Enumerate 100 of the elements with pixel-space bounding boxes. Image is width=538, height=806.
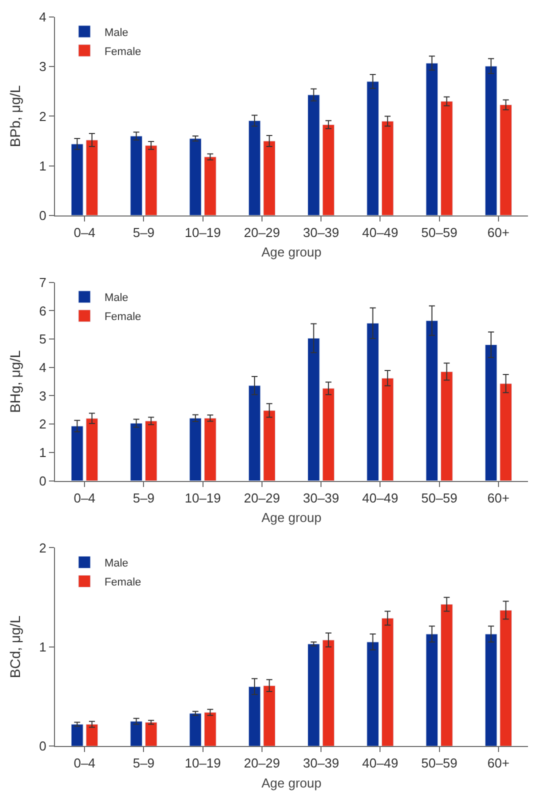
bar: [189, 713, 202, 746]
bar: [86, 140, 98, 216]
bar: [322, 124, 335, 216]
bar: [130, 422, 142, 481]
x-tick-label: 30–39: [302, 490, 340, 506]
x-tick-label: 0–4: [74, 225, 96, 240]
bar: [86, 724, 98, 746]
legend-label: Male: [104, 26, 128, 39]
y-tick-label: 0: [39, 738, 46, 754]
bar: [248, 120, 261, 216]
bar: [381, 378, 394, 481]
x-tick-label: 20–29: [244, 225, 280, 240]
x-axis-title: Age group: [262, 510, 322, 525]
bar: [322, 388, 335, 481]
y-tick-label: 2: [39, 416, 46, 432]
y-tick-label: 1: [39, 639, 46, 654]
bar: [130, 136, 142, 216]
bar: [500, 383, 512, 481]
x-axis-title: Age group: [262, 775, 322, 790]
x-tick-label: 20–29: [244, 756, 280, 771]
x-tick-label: 40–49: [362, 490, 398, 506]
legend-label: Female: [104, 311, 142, 324]
bar: [308, 644, 320, 746]
bar: [86, 418, 98, 481]
bar: [366, 81, 379, 216]
x-tick-label: 40–49: [362, 225, 398, 240]
legend-label: Male: [104, 558, 128, 570]
y-tick-label: 0: [39, 473, 46, 488]
x-tick-label: 60+: [487, 225, 510, 240]
bar: [189, 138, 202, 216]
x-tick-label: 10–19: [184, 756, 221, 771]
y-tick-label: 3: [39, 388, 46, 404]
bar: [189, 418, 202, 481]
bar: [440, 604, 453, 746]
bar: [308, 94, 320, 216]
bar: [263, 410, 276, 481]
x-tick-label: 0–4: [74, 490, 96, 506]
bar: [381, 618, 394, 746]
bar: [130, 721, 142, 746]
bar: [484, 634, 498, 746]
bar: [484, 66, 498, 216]
x-tick-label: 30–39: [302, 225, 340, 240]
x-tick-label: 60+: [487, 490, 510, 506]
x-tick-label: 0–4: [74, 756, 96, 771]
y-axis-title: BPb, μg/L: [6, 85, 23, 148]
x-tick-label: 5–9: [132, 756, 155, 771]
y-tick-label: 0: [39, 208, 46, 223]
x-tick-label: 50–59: [421, 756, 458, 771]
bar: [204, 418, 216, 481]
x-tick-label: 20–29: [244, 490, 280, 506]
y-tick-label: 2: [39, 540, 46, 556]
y-axis-title: BHg, μg/L: [6, 350, 23, 413]
y-tick-label: 3: [39, 59, 46, 74]
bar: [204, 712, 216, 746]
bar: [263, 140, 276, 216]
bar: [366, 322, 379, 481]
bar: [71, 144, 84, 216]
x-tick-label: 30–39: [302, 756, 340, 771]
bar: [71, 426, 84, 481]
bar: [144, 145, 158, 216]
bar: [426, 634, 438, 746]
y-tick-label: 4: [39, 10, 46, 25]
bar: [144, 722, 158, 746]
x-tick-label: 10–19: [184, 225, 221, 240]
bar: [426, 62, 438, 216]
x-tick-label: 5–9: [132, 490, 155, 506]
x-tick-label: 10–19: [184, 490, 221, 506]
bar: [500, 610, 512, 746]
bar: [484, 344, 498, 481]
x-tick-label: 5–9: [132, 225, 155, 240]
y-tick-label: 1: [39, 444, 46, 460]
bar: [366, 642, 379, 746]
bar: [71, 724, 84, 746]
x-tick-label: 60+: [487, 756, 510, 771]
bar: [440, 371, 453, 481]
x-tick-label: 40–49: [362, 756, 398, 771]
bar: [381, 120, 394, 216]
x-tick-label: 50–59: [421, 490, 458, 506]
x-axis-title: Age group: [262, 244, 322, 260]
bar: [144, 420, 158, 481]
y-tick-label: 4: [39, 360, 46, 375]
x-tick-label: 50–59: [421, 225, 458, 240]
legend-label: Female: [104, 46, 142, 58]
bar: [248, 686, 261, 746]
y-tick-label: 7: [39, 274, 46, 290]
y-tick-label: 6: [39, 303, 46, 318]
bar: [308, 338, 320, 481]
bar: [440, 101, 453, 216]
y-tick-label: 5: [39, 332, 46, 347]
bar: [500, 104, 512, 216]
y-tick-label: 2: [39, 108, 46, 124]
bar: [204, 156, 216, 216]
bar: [426, 320, 438, 481]
y-axis-title: BCd, μg/L: [6, 615, 23, 678]
legend-label: Female: [104, 576, 142, 589]
bar: [263, 685, 276, 746]
legend-label: Male: [104, 292, 128, 304]
bar: [248, 385, 261, 481]
y-tick-label: 1: [39, 158, 46, 174]
bar: [322, 640, 335, 746]
